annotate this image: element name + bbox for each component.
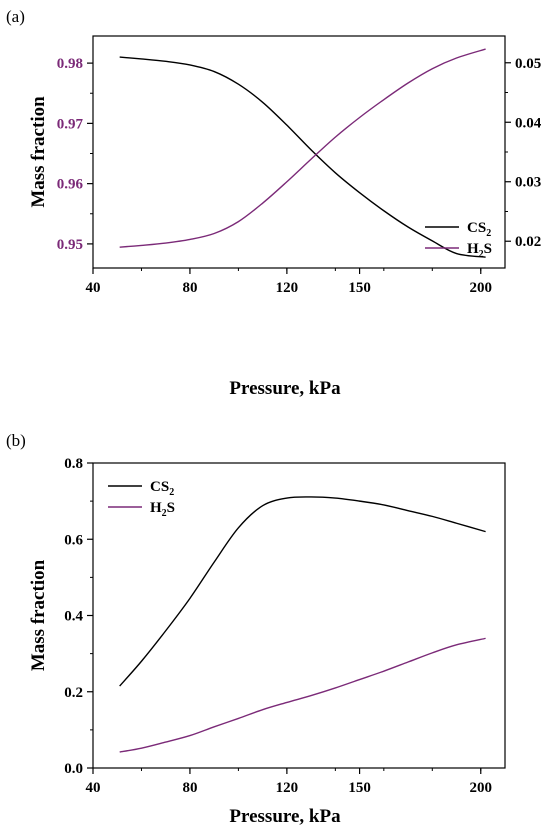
y-right-tick-label: 0.03 <box>515 175 541 191</box>
y-tick-label: 0.96 <box>57 177 84 193</box>
series-line-h2s <box>119 48 486 248</box>
plot-frame <box>92 35 506 269</box>
x-tick-label: 150 <box>348 780 371 796</box>
y-axis-title: Mass fraction <box>28 96 49 208</box>
legend-label: CS2 <box>150 479 174 498</box>
y-tick-label: 0.98 <box>57 56 83 72</box>
series-line-cs2 <box>119 496 486 687</box>
y-right-tick-label: 0.04 <box>515 115 542 131</box>
y-axis-title: Mass fraction <box>28 559 49 671</box>
y-tick-label: 0.8 <box>64 456 83 472</box>
chart-panel-a: (a) 40 80 120 150 200 0.95 0.96 0.97 0.98 0.02 0.03… <box>6 7 542 399</box>
y-tick-label: 0.2 <box>64 685 83 701</box>
x-tick-label: 200 <box>470 780 493 796</box>
x-tick-label: 80 <box>182 780 197 796</box>
y-right-tick-label: 0.02 <box>515 234 541 250</box>
y-tick-label: 0.0 <box>64 761 83 777</box>
x-axis-title: Pressure, kPa <box>229 806 341 827</box>
y-tick-label: 0.6 <box>64 532 83 548</box>
x-tick-label: 40 <box>86 780 101 796</box>
y-tick-label: 0.95 <box>57 237 83 253</box>
chart-panel-b: (b) 40 80 120 150 200 0.0 0.2 0.4 0.6 0.8 Pressure,… <box>6 431 506 827</box>
legend-label: H2S <box>467 241 492 260</box>
legend-label: H2S <box>150 500 175 519</box>
x-tick-label: 150 <box>348 280 371 296</box>
y-tick-label: 0.97 <box>57 116 84 132</box>
y-right-tick-label: 0.05 <box>515 56 541 72</box>
x-tick-label: 80 <box>182 280 197 296</box>
y-tick-label: 0.4 <box>64 609 83 625</box>
series-line-h2s <box>119 637 486 753</box>
series-line-cs2 <box>119 56 486 258</box>
x-tick-label: 120 <box>276 280 299 296</box>
x-axis-title: Pressure, kPa <box>229 378 341 399</box>
panel-label: (a) <box>6 7 25 26</box>
x-tick-label: 120 <box>276 780 299 796</box>
panel-label: (b) <box>6 431 26 450</box>
x-tick-label: 200 <box>470 280 493 296</box>
legend-label: CS2 <box>467 220 491 239</box>
x-tick-label: 40 <box>86 280 101 296</box>
